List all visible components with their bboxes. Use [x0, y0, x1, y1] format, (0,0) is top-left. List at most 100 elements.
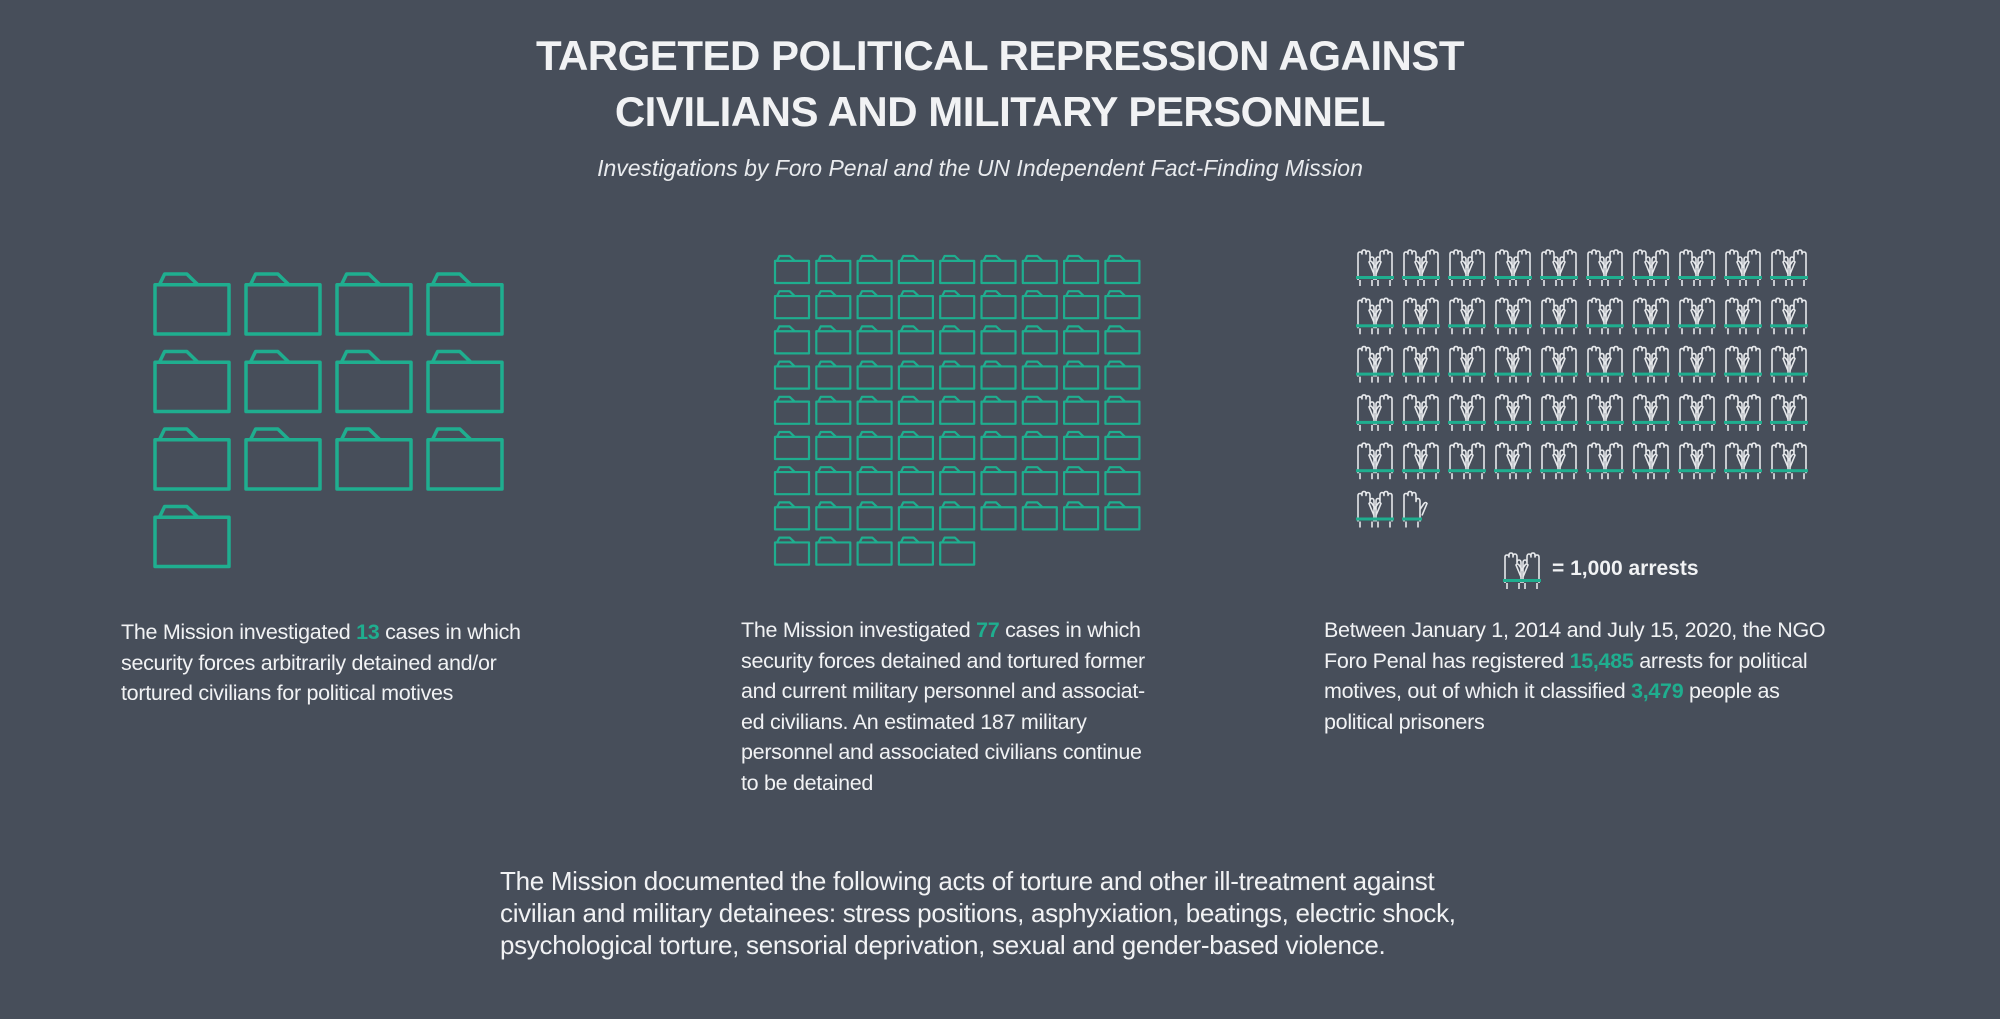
tied-hands-icon [1494, 345, 1532, 383]
folder-icon [1062, 325, 1100, 355]
legend-label: = 1,000 arrests [1552, 557, 1699, 580]
text-line: The Mission investigated 77 cases in whi… [741, 615, 1145, 646]
tied-hands-icon [1494, 297, 1532, 335]
folder-icon [939, 395, 976, 425]
folder-icon [1021, 254, 1058, 285]
folder-icon [856, 360, 893, 390]
folder-icon [980, 325, 1017, 355]
tied-hands-icon [1494, 249, 1532, 286]
folder-icon [335, 272, 413, 336]
folder-icon [897, 290, 935, 320]
folder-icon [1021, 325, 1058, 355]
folder-icon [939, 430, 976, 461]
text-line: security forces detained and tortured fo… [741, 646, 1145, 677]
tied-hands-icon [1540, 249, 1578, 286]
torture-acts-summary: The Mission documented the following act… [500, 865, 1456, 961]
folder-icon [939, 325, 976, 355]
text-segment: personnel and associated civilians conti… [741, 740, 1142, 764]
folder-icon [1062, 501, 1100, 531]
tied-hands-icon [1540, 442, 1578, 480]
folder-icon [1021, 290, 1058, 320]
folder-icon [1021, 501, 1058, 531]
folder-icon [1104, 430, 1141, 461]
tied-hands-icon [1724, 442, 1762, 480]
text-segment: arrests for political [1633, 648, 1808, 673]
text-segment: tortured civilians for political motives [121, 681, 454, 705]
text-line: security forces arbitrarily detained and… [121, 648, 521, 679]
tied-hands-icon [1402, 394, 1440, 431]
tied-hands-icon [1678, 442, 1716, 480]
folder-icon [1104, 395, 1141, 425]
folder-icon [980, 466, 1017, 496]
folder-icon [153, 504, 231, 569]
tied-hands-icon [1770, 394, 1808, 431]
text-line: Foro Penal has registered 15,485 arrests… [1324, 646, 1825, 677]
text-segment: Foro Penal has registered [1324, 648, 1570, 673]
text-line: tortured civilians for political motives [121, 678, 521, 709]
text-segment: motives, out of which it classified [1324, 679, 1632, 703]
folder-icon [939, 501, 976, 531]
arrests-description: Between January 1, 2014 and July 15, 202… [1324, 615, 1826, 737]
folder-icon [773, 536, 811, 566]
tied-hands-icon [1448, 345, 1486, 383]
tied-hands-icon [1356, 394, 1394, 431]
folder-icon [897, 254, 935, 285]
tied-hands-icon [1678, 394, 1716, 431]
highlight-number: 77 [976, 618, 1000, 642]
folder-icon [856, 430, 893, 461]
tied-hands-icon [1632, 297, 1670, 335]
folder-icon [773, 395, 811, 425]
folder-icon [773, 501, 811, 531]
highlight-number: 13 [356, 620, 380, 644]
folder-icon [1104, 254, 1141, 285]
folder-icon [426, 349, 504, 414]
tied-hands-icon [1632, 249, 1670, 286]
folder-icon [773, 430, 811, 461]
folder-icon [856, 395, 893, 425]
folder-icon [773, 325, 811, 355]
folder-icon [815, 360, 852, 390]
tied-hands-icon [1724, 394, 1762, 431]
folder-icon [1021, 430, 1058, 461]
tied-hands-icon [1356, 442, 1394, 480]
title-line: CIVILIANS AND MILITARY PERSONNEL [614, 88, 1386, 135]
text-segment: security forces detained and tortured fo… [741, 648, 1145, 673]
tied-hands-icon [1540, 297, 1578, 335]
folder-icon [773, 254, 811, 285]
military-description: The Mission investigated 77 cases in whi… [741, 615, 1145, 798]
folder-icon [1062, 290, 1100, 320]
legend: = 1,000 arrests [1502, 548, 1699, 590]
text-segment: cases in which [999, 618, 1141, 642]
civilians-description: The Mission investigated 13 cases in whi… [121, 617, 521, 709]
text-segment: and current military personnel and assoc… [741, 679, 1145, 703]
text-line: Between January 1, 2014 and July 15, 202… [1324, 615, 1826, 646]
text-segment: security forces arbitrarily detained and… [121, 650, 497, 675]
folder-icon [1062, 395, 1100, 425]
folder-icon [815, 466, 852, 496]
tied-hands-icon [1356, 297, 1394, 335]
tied-hands-icon [1724, 345, 1762, 383]
tied-hands-icon [1586, 249, 1624, 286]
folder-icon [426, 427, 504, 491]
folder-icon [980, 290, 1017, 320]
text-line: motives, out of which it classified 3,47… [1324, 676, 1825, 707]
folder-icon [815, 501, 852, 531]
folder-icon [939, 360, 976, 390]
text-line: personnel and associated civilians conti… [741, 737, 1145, 768]
folder-icon [856, 536, 893, 566]
text-segment: The Mission investigated [741, 618, 977, 642]
tied-hands-icon [1540, 345, 1578, 383]
folder-icon [244, 349, 322, 414]
folder-icon [815, 395, 852, 425]
folder-icon [1104, 360, 1141, 390]
folder-icon [1104, 501, 1141, 531]
folder-icon [897, 395, 935, 425]
folder-icon [939, 466, 976, 496]
folder-icon [815, 536, 852, 566]
text-segment: people as [1683, 679, 1780, 703]
text-segment: The Mission investigated [121, 620, 357, 644]
tied-hands-icon [1540, 394, 1578, 431]
tied-hands-icon [1356, 490, 1394, 528]
summary-line: civilian and military detainees: stress … [500, 898, 1456, 928]
text-segment: to be detained [741, 770, 874, 795]
